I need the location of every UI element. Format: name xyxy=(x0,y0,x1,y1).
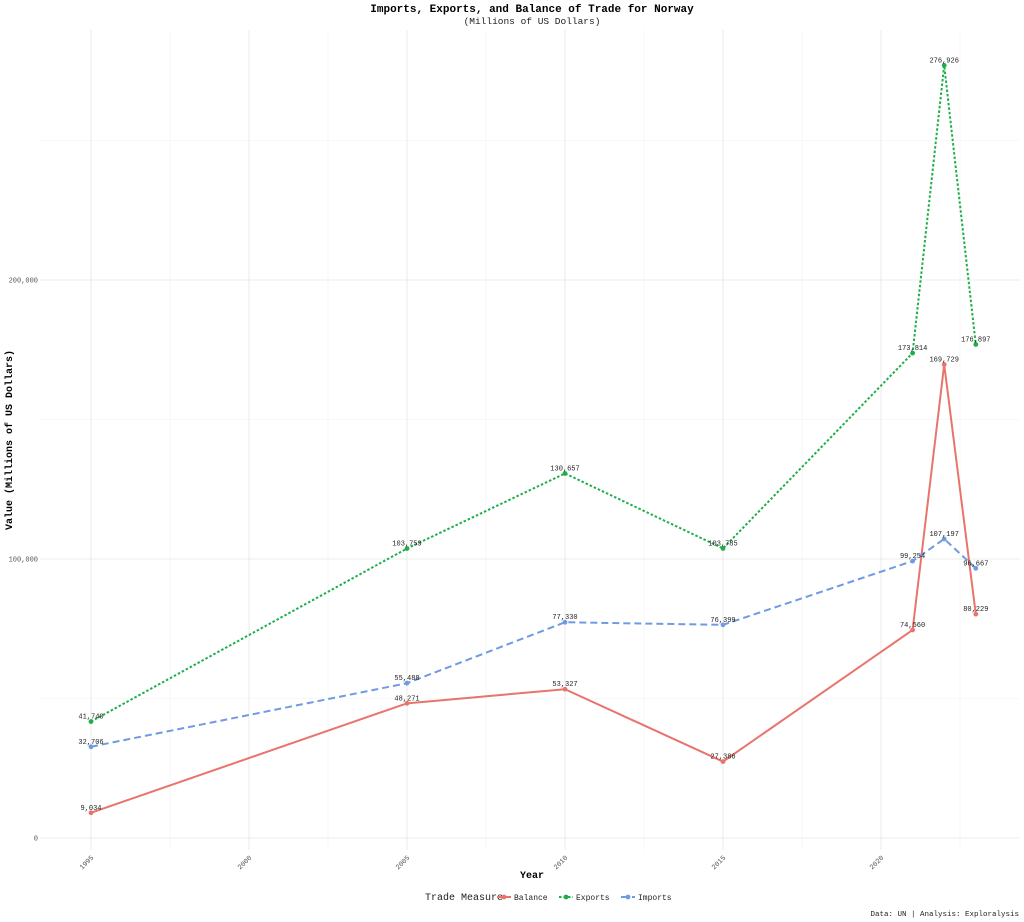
data-label: 53,327 xyxy=(552,681,577,689)
data-point xyxy=(562,686,568,692)
x-tick-label: 2005 xyxy=(395,854,413,872)
data-label: 9,034 xyxy=(80,805,101,813)
x-tick-label: 2020 xyxy=(869,854,887,872)
data-point xyxy=(941,536,947,542)
data-label: 77,330 xyxy=(552,614,577,622)
series-line-imports xyxy=(90,537,977,748)
data-point xyxy=(910,558,915,564)
data-point xyxy=(404,546,410,551)
legend-title: Trade Measure xyxy=(425,892,503,904)
data-point xyxy=(973,611,979,617)
data-point xyxy=(88,719,94,724)
series-line-exports xyxy=(90,65,977,723)
data-label: 48,271 xyxy=(394,695,419,703)
data-label: 276,926 xyxy=(929,57,958,65)
legend-key-point xyxy=(563,894,569,900)
data-label: 96,667 xyxy=(963,560,988,568)
axis-ticks: 0 100,000 200,000 1995 2000 2005 2010 2015 2020 xyxy=(9,278,887,873)
data-label: 80,229 xyxy=(963,606,988,614)
data-point xyxy=(404,680,410,686)
data-label: 41,740 xyxy=(78,714,103,722)
legend: Trade Measure Balance Exports Imports xyxy=(425,892,672,904)
data-point xyxy=(88,744,94,750)
data-label: 76,399 xyxy=(710,617,735,625)
data-label: 74,560 xyxy=(900,622,925,630)
data-point xyxy=(910,627,915,633)
series-imports: 32,706 55,488 77,330 76,399 99,254 107,197 96,… xyxy=(78,531,988,750)
data-point xyxy=(88,810,94,816)
x-tick-label: 2000 xyxy=(237,854,255,872)
data-label: 99,254 xyxy=(900,553,925,561)
legend-key-point xyxy=(501,894,507,900)
chart-subtitle: (Millions of US Dollars) xyxy=(464,16,601,27)
data-point xyxy=(973,342,979,347)
data-point xyxy=(720,622,726,628)
y-tick-label: 100,000 xyxy=(9,557,38,565)
y-tick-label: 200,000 xyxy=(9,278,38,286)
legend-item-exports: Exports xyxy=(559,894,610,903)
legend-item-balance: Balance xyxy=(497,894,548,903)
series-balance: 9,034 48,271 53,327 27,386 74,560 169,729 80,2… xyxy=(80,356,988,816)
caption: Data: UN | Analysis: Exploralysis xyxy=(870,911,1019,919)
data-point xyxy=(720,759,726,764)
data-point xyxy=(404,700,410,706)
data-point xyxy=(562,471,568,476)
data-label: 173,814 xyxy=(898,345,927,353)
data-point xyxy=(941,62,947,68)
data-point xyxy=(941,362,947,367)
data-label: 176,897 xyxy=(961,336,990,344)
data-label: 27,386 xyxy=(710,754,735,762)
grid xyxy=(40,30,1020,850)
data-point xyxy=(562,619,568,625)
legend-label: Balance xyxy=(514,894,548,903)
legend-label: Exports xyxy=(576,894,610,903)
data-label: 107,197 xyxy=(929,531,958,539)
data-label: 103,785 xyxy=(708,540,737,548)
series-lines: 9,034 48,271 53,327 27,386 74,560 169,729 80,2… xyxy=(78,57,991,816)
data-point xyxy=(720,546,726,551)
data-point xyxy=(973,565,979,571)
x-axis-label: Year xyxy=(520,871,544,882)
y-tick-label: 0 xyxy=(34,836,38,844)
data-label: 169,729 xyxy=(929,356,958,364)
x-tick-label: 1995 xyxy=(79,854,97,872)
data-label: 130,657 xyxy=(550,465,579,473)
x-tick-label: 2015 xyxy=(711,854,729,872)
legend-key-point xyxy=(625,894,631,900)
data-point xyxy=(910,350,915,356)
legend-item-imports: Imports xyxy=(621,894,672,903)
legend-label: Imports xyxy=(638,894,672,903)
data-label: 32,706 xyxy=(78,739,103,747)
y-axis-label: Value (Millions of US Dollars) xyxy=(4,350,16,530)
x-tick-label: 2010 xyxy=(553,854,571,872)
series-line-balance xyxy=(90,364,977,814)
data-label: 103,759 xyxy=(392,541,421,549)
data-label: 55,488 xyxy=(394,675,419,683)
chart-title: Imports, Exports, and Balance of Trade f… xyxy=(370,4,694,16)
series-exports: 41,740 103,759 130,657 103,785 173,814 276,92… xyxy=(78,57,991,724)
